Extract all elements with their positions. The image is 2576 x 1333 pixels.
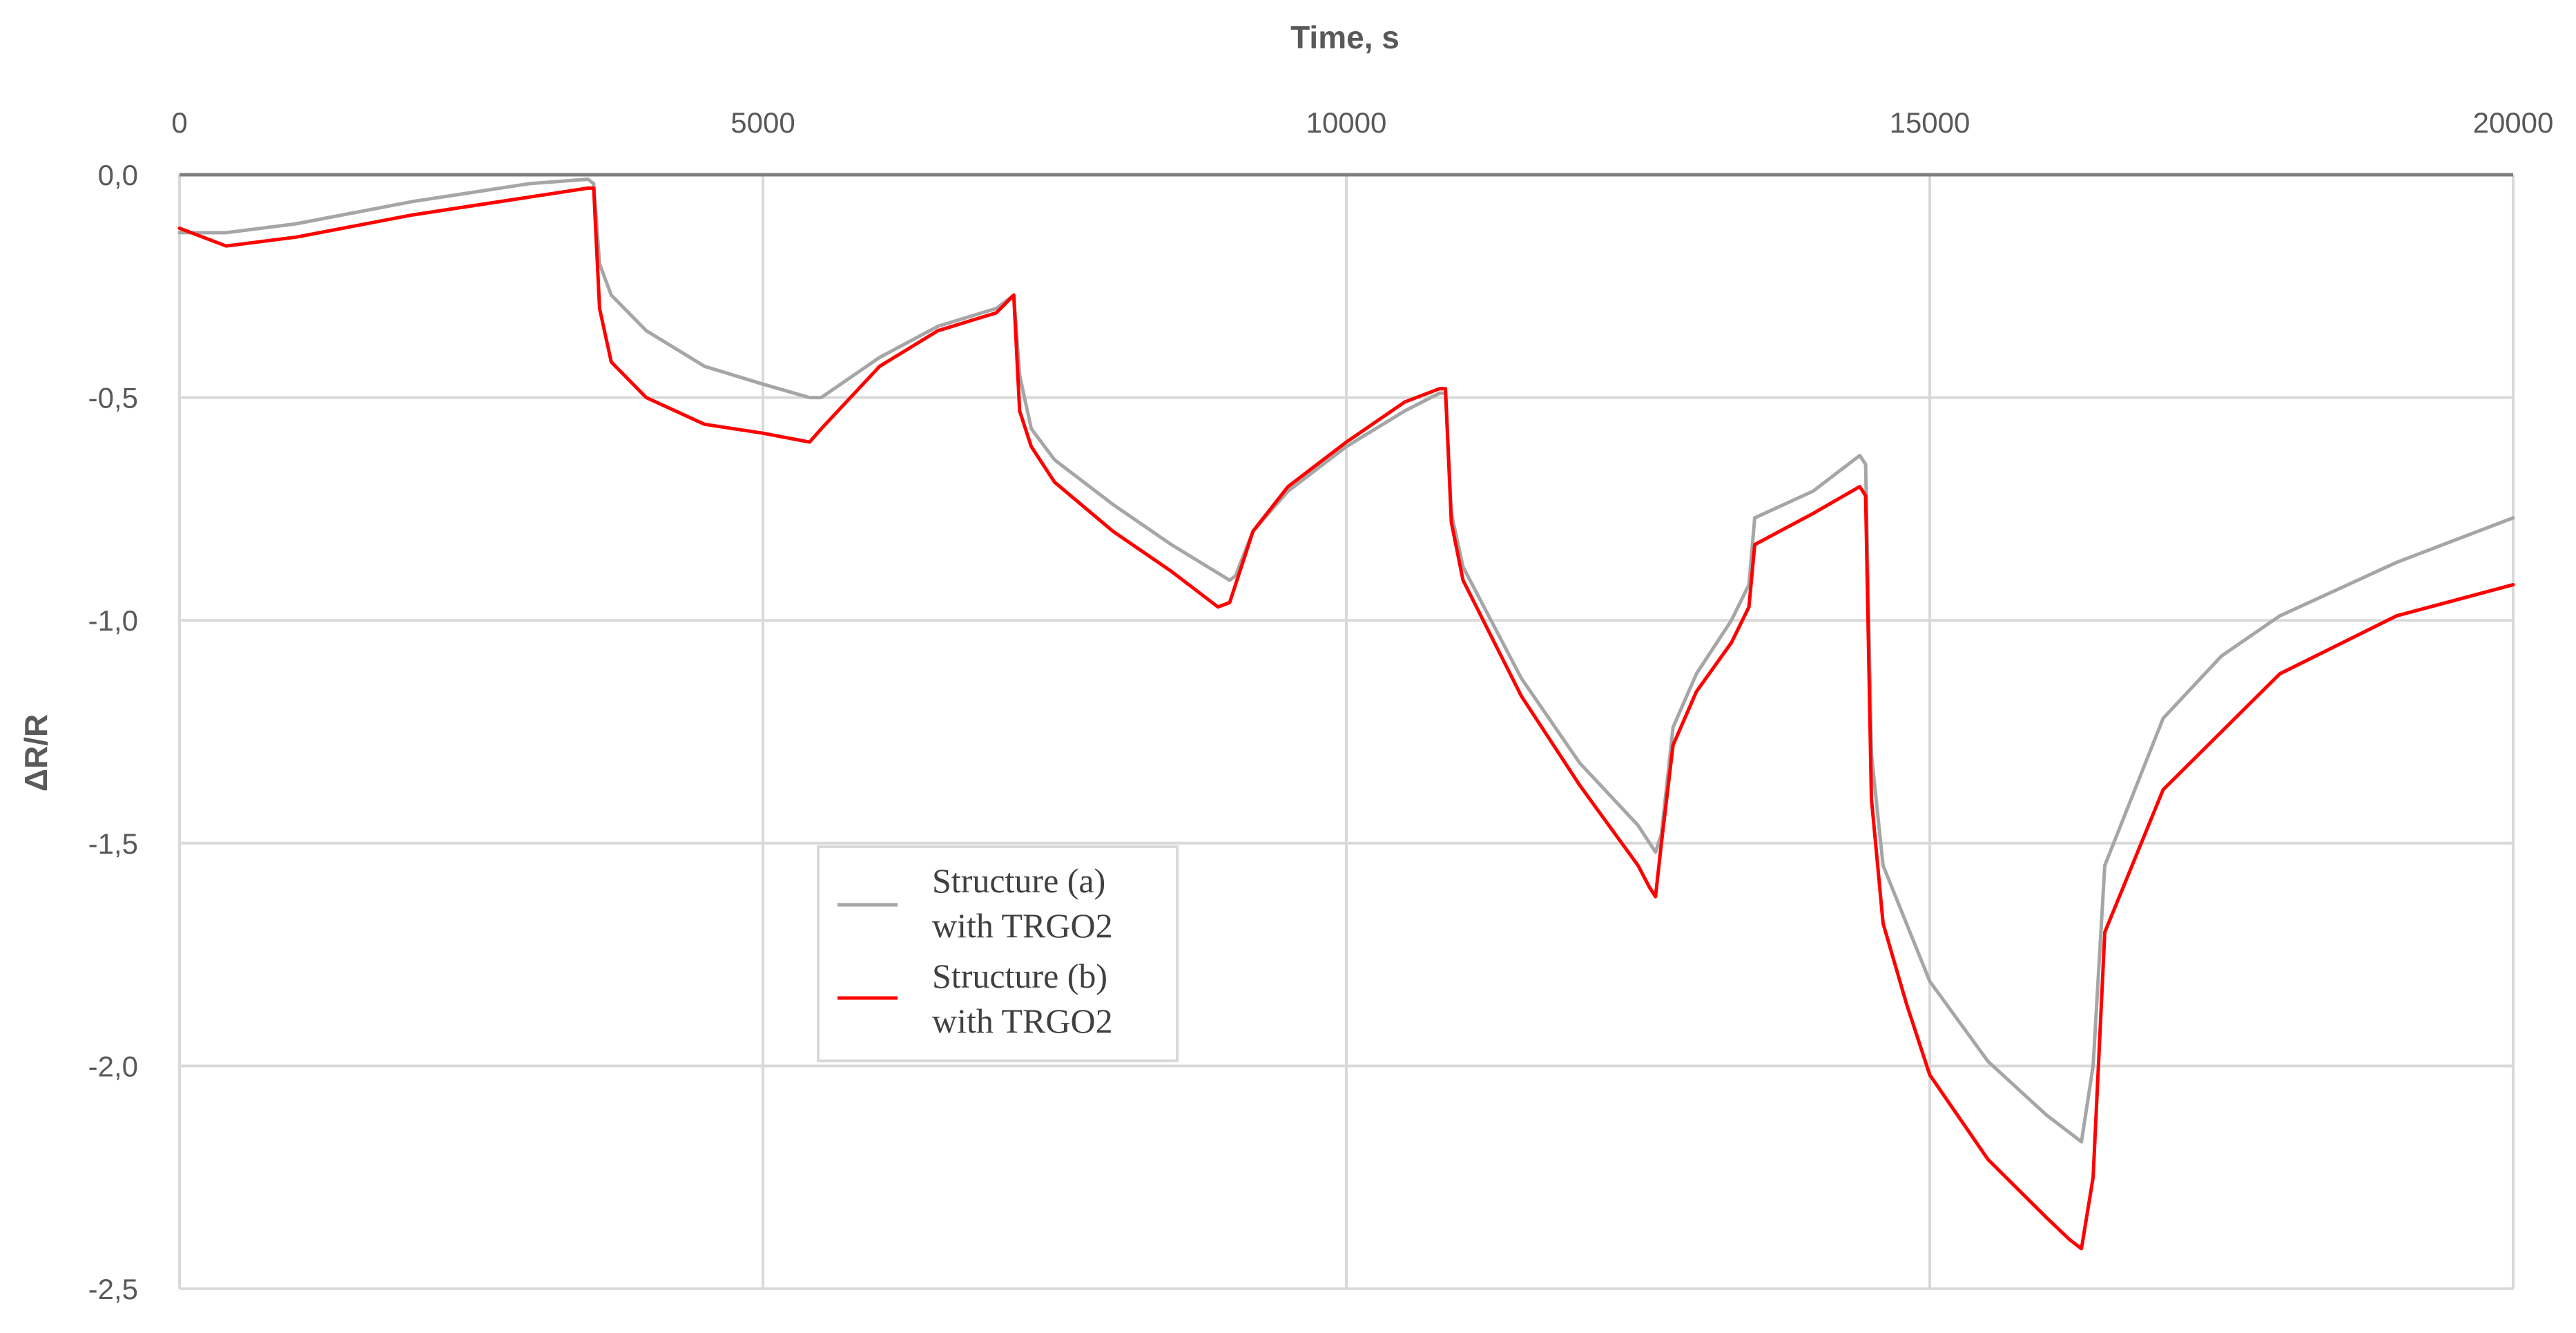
y-tick-label: -1,5 [88,827,138,860]
x-axis-title: Time, s [1290,19,1400,55]
legend-label-structure-a-line1: Structure (a) [932,861,1105,900]
legend-label-structure-b-line1: Structure (b) [932,957,1107,995]
y-axis-title: ΔR/R [18,714,54,792]
y-tick-label: -2,5 [88,1273,138,1305]
x-tick-label: 0 [171,106,187,139]
x-tick-label: 5000 [730,106,795,139]
horizontal-gridlines [180,396,2513,1290]
y-tick-labels: 0,0 -0,5 -1,0 -1,5 -2,0 -2,5 [88,159,138,1305]
legend-label-structure-a-line2: with TRGO2 [932,906,1113,945]
y-tick-label: -0,5 [88,382,138,414]
vertical-gridlines [178,175,2515,1289]
series-line-structure-b [177,186,2515,1251]
x-tick-labels: 0 5000 10000 15000 20000 [171,106,2553,139]
y-tick-label: 0,0 [98,159,138,191]
x-tick-label: 10000 [1306,106,1387,139]
legend-box [817,845,1179,1062]
x-tick-label: 20000 [2473,106,2554,139]
y-tick-label: -2,0 [88,1050,138,1082]
series-layer [177,178,2515,1251]
x-tick-label: 15000 [1890,106,1970,139]
legend-label-structure-b-line2: with TRGO2 [932,1001,1113,1040]
y-tick-label: -1,0 [88,604,138,637]
legend: Structure (a) with TRGO2 Structure (b) w… [817,845,1179,1062]
